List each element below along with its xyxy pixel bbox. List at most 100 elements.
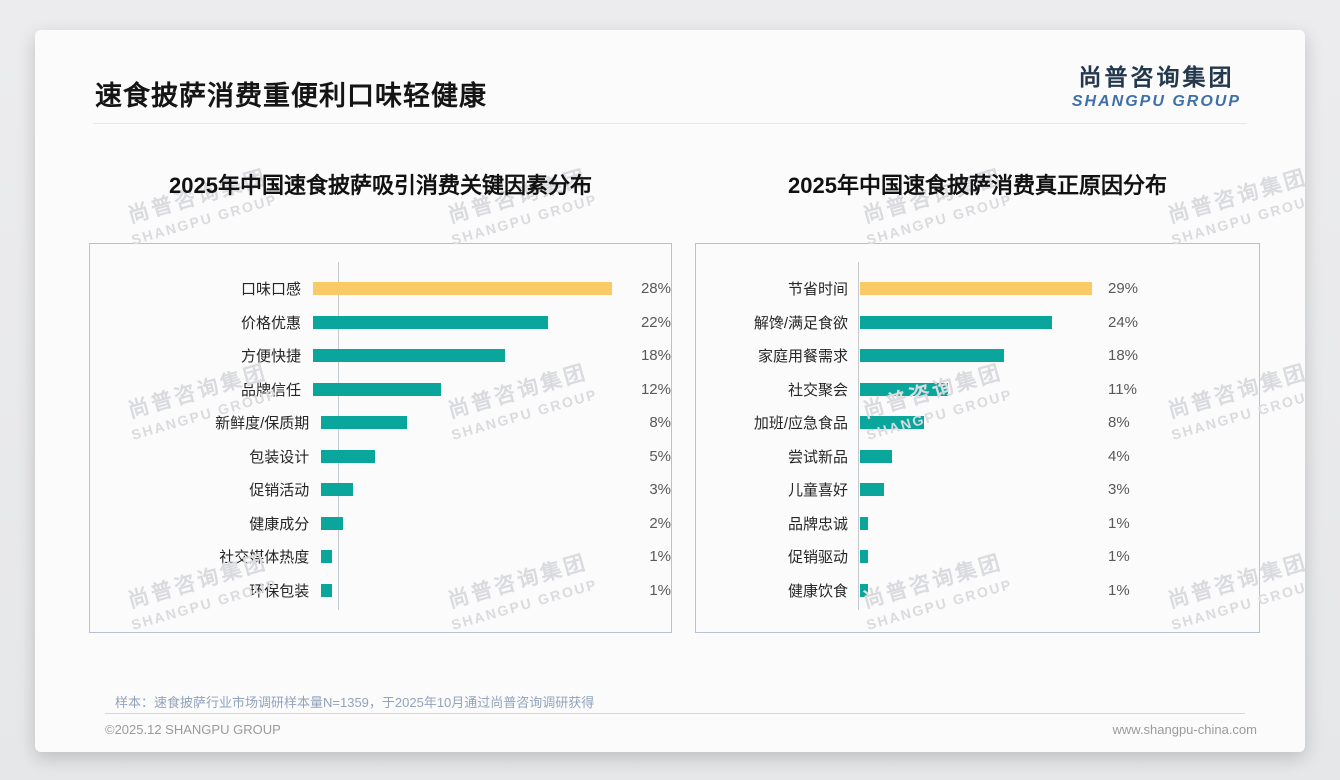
category-label: 品牌信任 xyxy=(240,381,301,399)
header-divider xyxy=(93,123,1247,124)
category-label: 新鲜度/保质期 xyxy=(215,415,310,433)
bar-track xyxy=(321,483,641,497)
copyright-text: ©2025.12 SHANGPU GROUP xyxy=(105,722,281,737)
bar-track xyxy=(312,315,633,329)
chart-row: 新鲜度/保质期 8% xyxy=(90,406,671,440)
chart-row: 品牌信任 12% xyxy=(90,373,671,407)
chart-row: 尝试新品 4% xyxy=(696,440,1259,474)
chart-row: 口味口感 28% xyxy=(90,272,671,306)
value-label: 3% xyxy=(1108,481,1130,499)
bar xyxy=(860,583,868,597)
bar-track xyxy=(312,382,633,396)
bar xyxy=(860,550,868,564)
bar xyxy=(321,416,407,430)
bar xyxy=(860,382,948,396)
chart-row: 方便快捷 18% xyxy=(90,339,671,373)
value-label: 12% xyxy=(640,380,671,398)
bar-track xyxy=(860,282,1100,296)
bar xyxy=(312,315,548,329)
category-label: 促销活动 xyxy=(249,482,310,500)
value-label: 1% xyxy=(1108,514,1130,532)
bar xyxy=(321,550,332,564)
y-axis-line xyxy=(338,262,339,610)
footer-divider xyxy=(105,713,1245,714)
chart-row: 价格优惠 22% xyxy=(90,306,671,340)
chart-row: 家庭用餐需求 18% xyxy=(696,339,1259,373)
bar xyxy=(860,315,1052,329)
value-label: 4% xyxy=(1108,447,1130,465)
value-label: 5% xyxy=(649,447,671,465)
y-axis-line xyxy=(858,262,859,610)
bar xyxy=(860,282,1092,296)
chart-row: 环保包装 1% xyxy=(90,574,671,608)
bar-track xyxy=(312,282,633,296)
logo-en-text: SHANGPU GROUP xyxy=(1071,93,1241,110)
category-label: 社交媒体热度 xyxy=(219,549,310,567)
bar-track xyxy=(321,416,641,430)
slide-card: 速食披萨消费重便利口味轻健康 尚普咨询集团 SHANGPU GROUP 尚普咨询… xyxy=(35,30,1305,752)
category-label: 品牌忠诚 xyxy=(787,515,848,533)
chart-title-right: 2025年中国速食披萨消费真正原因分布 xyxy=(788,173,1167,198)
bar-track xyxy=(860,483,1100,497)
bar-track xyxy=(860,349,1100,363)
category-label: 促销驱动 xyxy=(787,549,848,567)
chart-row: 社交聚会 11% xyxy=(696,373,1259,407)
category-label: 尝试新品 xyxy=(787,448,848,466)
value-label: 8% xyxy=(1108,414,1130,432)
bar xyxy=(860,516,868,530)
value-label: 29% xyxy=(1108,280,1139,298)
chart-panel-left: 口味口感 28% 价格优惠 22% 方便快捷 18% 品牌信任 12% 新鲜度/保质期 8% 包装设… xyxy=(89,243,672,633)
bar xyxy=(860,349,1004,363)
chart-row: 加班/应急食品 8% xyxy=(696,406,1259,440)
category-label: 加班/应急食品 xyxy=(753,415,848,433)
value-label: 24% xyxy=(1108,313,1139,331)
bar-rows: 口味口感 28% 价格优惠 22% 方便快捷 18% 品牌信任 12% 新鲜度/保质期 8% 包装设… xyxy=(90,272,671,607)
category-label: 价格优惠 xyxy=(240,314,301,332)
value-label: 1% xyxy=(1108,581,1130,599)
bar xyxy=(321,483,354,497)
bar xyxy=(321,583,332,597)
category-label: 口味口感 xyxy=(240,281,301,299)
chart-row: 促销驱动 1% xyxy=(696,540,1259,574)
company-logo: 尚普咨询集团 SHANGPU GROUP xyxy=(1072,58,1241,111)
bar-track xyxy=(321,449,641,463)
chart-row: 健康成分 2% xyxy=(90,507,671,541)
chart-row: 解馋/满足食欲 24% xyxy=(696,306,1259,340)
value-label: 1% xyxy=(649,581,671,599)
bar-track xyxy=(321,583,641,597)
bar-rows: 节省时间 29% 解馋/满足食欲 24% 家庭用餐需求 18% 社交聚会 11% 加班/应急食品… xyxy=(696,272,1259,607)
chart-title-left: 2025年中国速食披萨吸引消费关键因素分布 xyxy=(169,173,592,198)
footer: ©2025.12 SHANGPU GROUP www.shangpu-china… xyxy=(105,722,1257,737)
sample-note: 样本：速食披萨行业市场调研样本量N=1359，于2025年10月通过尚普咨询调研… xyxy=(115,695,595,710)
category-label: 解馋/满足食欲 xyxy=(753,314,848,332)
website-url: www.shangpu-china.com xyxy=(1112,722,1257,737)
value-label: 22% xyxy=(640,313,671,331)
category-label: 健康成分 xyxy=(249,515,310,533)
category-label: 环保包装 xyxy=(249,582,310,600)
category-label: 健康饮食 xyxy=(787,582,848,600)
bar-track xyxy=(860,416,1100,430)
chart-row: 包装设计 5% xyxy=(90,440,671,474)
chart-row: 节省时间 29% xyxy=(696,272,1259,306)
category-label: 包装设计 xyxy=(249,448,310,466)
bar xyxy=(312,282,612,296)
page-title: 速食披萨消费重便利口味轻健康 xyxy=(95,81,487,111)
bar xyxy=(860,449,892,463)
value-label: 3% xyxy=(649,481,671,499)
value-label: 18% xyxy=(1108,347,1139,365)
category-label: 社交聚会 xyxy=(787,381,848,399)
logo-cn-text: 尚普咨询集团 xyxy=(1078,64,1235,90)
category-label: 方便快捷 xyxy=(240,348,301,366)
category-label: 儿童喜好 xyxy=(787,482,848,500)
bar xyxy=(321,516,343,530)
chart-panel-right: 节省时间 29% 解馋/满足食欲 24% 家庭用餐需求 18% 社交聚会 11% 加班/应急食品… xyxy=(695,243,1260,633)
category-label: 家庭用餐需求 xyxy=(757,348,848,366)
bar xyxy=(312,382,441,396)
value-label: 2% xyxy=(649,514,671,532)
bar xyxy=(312,349,505,363)
bar xyxy=(860,483,884,497)
value-label: 1% xyxy=(649,548,671,566)
value-label: 8% xyxy=(649,414,671,432)
bar-track xyxy=(860,550,1100,564)
chart-row: 儿童喜好 3% xyxy=(696,473,1259,507)
